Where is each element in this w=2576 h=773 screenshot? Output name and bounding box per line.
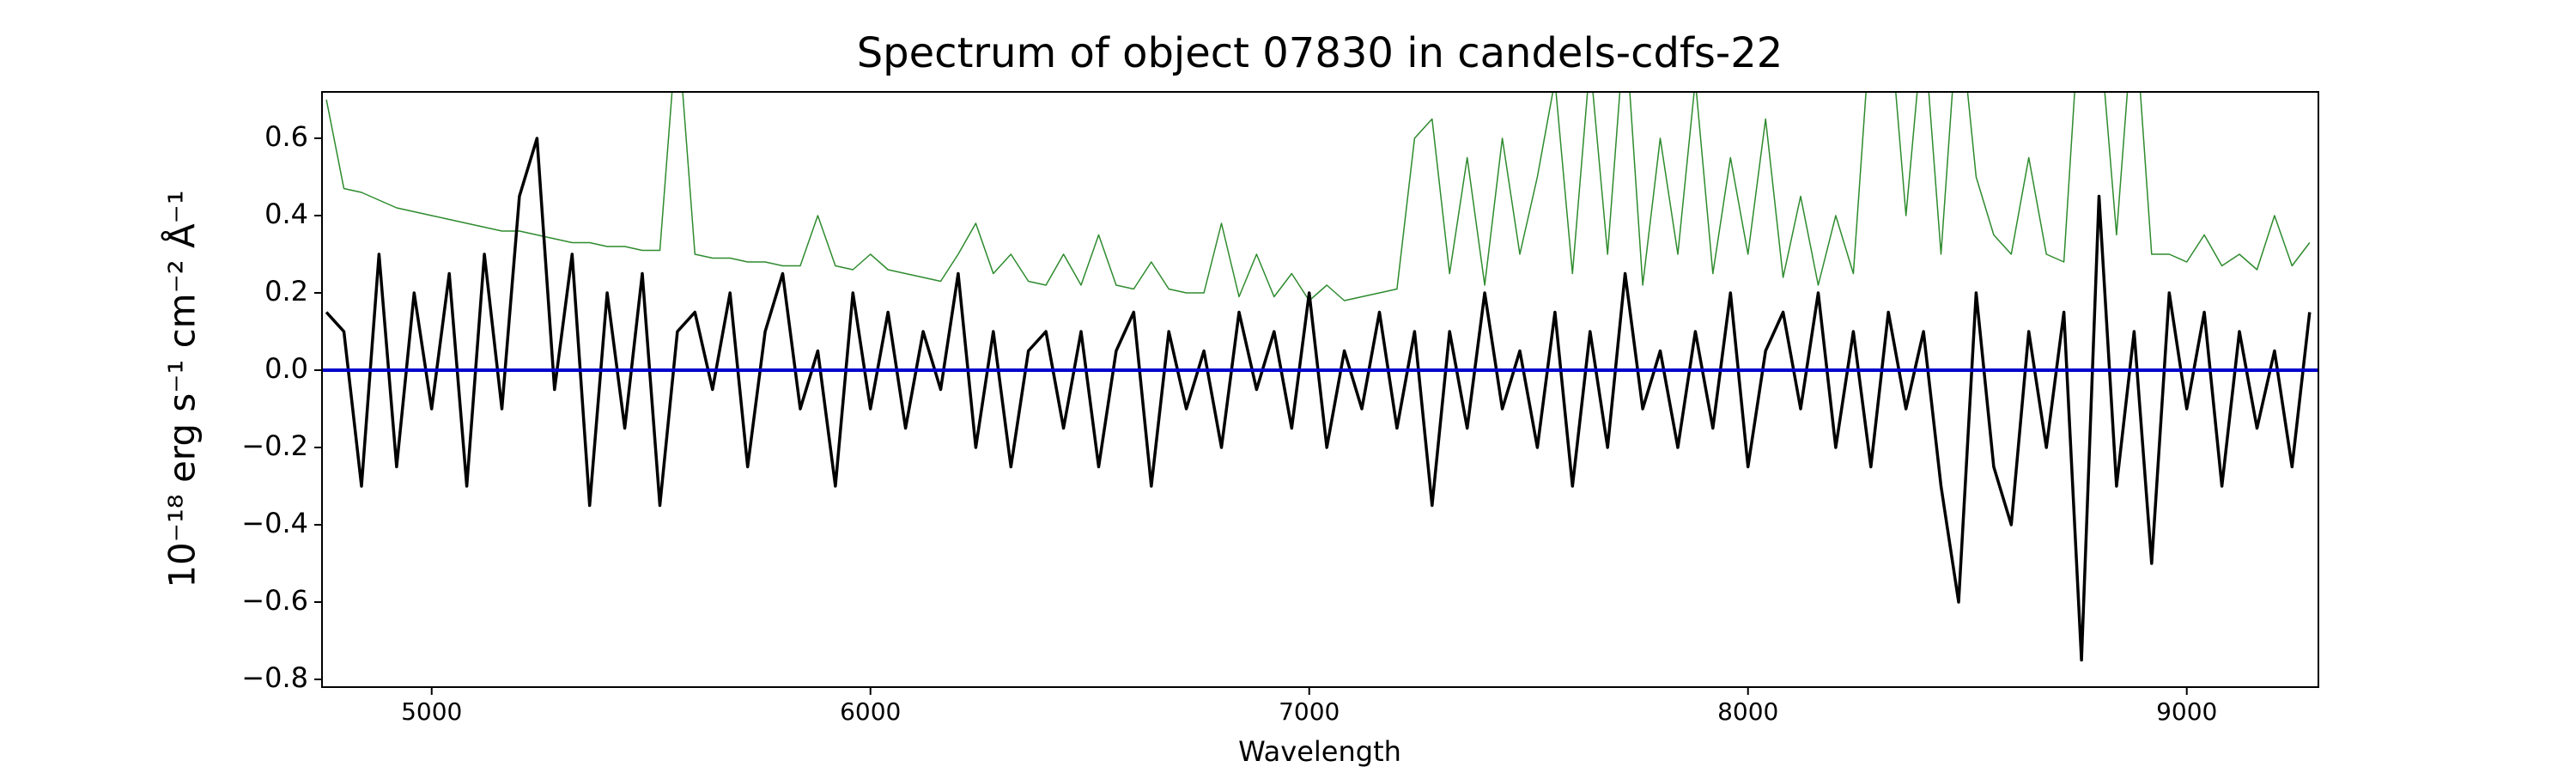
x-tick-label: 8000 — [1717, 697, 1778, 726]
y-tick-label: −0.8 — [241, 661, 308, 694]
plot-area — [322, 92, 2318, 662]
y-tick-label: 0.0 — [264, 352, 308, 385]
x-axis-label: Wavelength — [1238, 735, 1401, 768]
y-tick-label: 0.2 — [264, 275, 308, 307]
x-tick-label: 5000 — [401, 697, 462, 726]
y-tick-label: −0.2 — [241, 429, 308, 462]
x-tick-label: 9000 — [2156, 697, 2217, 726]
y-tick-label: −0.4 — [241, 507, 308, 539]
y-tick-label: 0.4 — [264, 198, 308, 230]
spectrum-line — [325, 92, 2311, 301]
x-tick-label: 7000 — [1279, 697, 1340, 726]
spectrum-line — [325, 137, 2312, 662]
y-tick-label: 0.6 — [264, 120, 308, 153]
chart-title: Spectrum of object 07830 in candels-cdfs… — [857, 29, 1783, 77]
y-tick-label: −0.6 — [241, 584, 308, 617]
y-axis-label: 10⁻¹⁸ erg s⁻¹ cm⁻² Å⁻¹ — [161, 190, 204, 587]
x-tick-label: 6000 — [840, 697, 901, 726]
plot-frame — [321, 91, 2319, 688]
